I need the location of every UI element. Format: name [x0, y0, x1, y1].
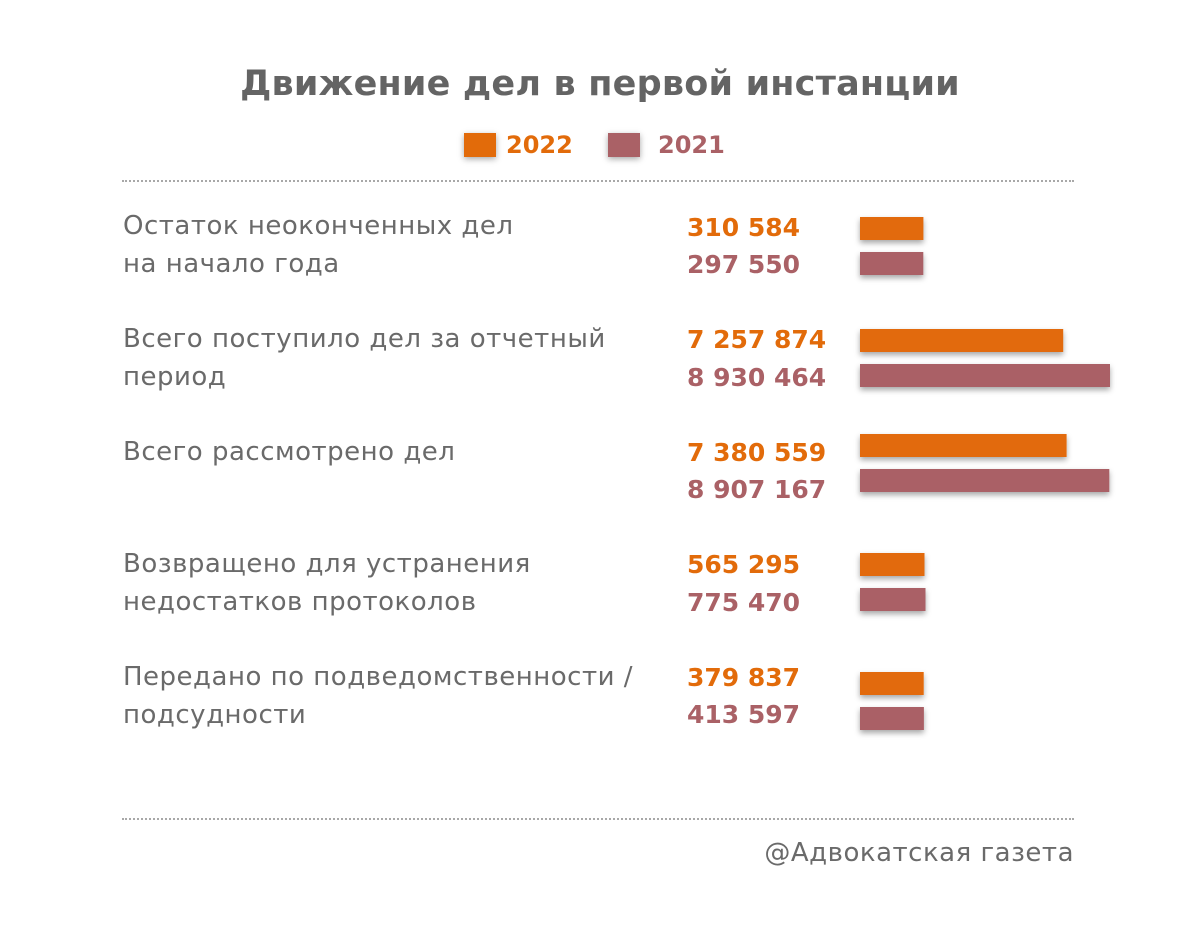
- category-label: Передано по подведомственности / подсудн…: [123, 662, 634, 730]
- category-label: Всего поступило дел за отчетный период: [123, 324, 606, 392]
- value-label-2021: 297 550: [687, 250, 801, 279]
- bar-2022: [860, 553, 925, 576]
- legend-swatch-2021: [608, 133, 640, 157]
- bar-2022: [860, 672, 924, 695]
- bar-2021: [860, 469, 1110, 492]
- top-divider: [122, 180, 1074, 182]
- value-label-2022: 7 257 874: [687, 325, 827, 354]
- value-label-2021: 413 597: [687, 700, 801, 729]
- value-label-2021: 8 930 464: [687, 363, 827, 392]
- value-label-2022: 565 295: [687, 550, 801, 579]
- category-label: Возвращено для устранения недостатков пр…: [123, 549, 531, 617]
- bar-2021: [860, 588, 926, 611]
- chart-title: Движение дел в первой инстанции: [240, 64, 960, 104]
- bar-2022: [860, 329, 1064, 352]
- category-label: Остаток неоконченных дел на начало года: [123, 211, 514, 279]
- value-label-2022: 7 380 559: [687, 438, 827, 467]
- value-label-2022: 310 584: [687, 213, 801, 242]
- value-label-2022: 379 837: [687, 663, 801, 692]
- bar-2021: [860, 364, 1110, 387]
- legend-swatch-2022: [464, 133, 496, 157]
- value-label-2021: 775 470: [687, 588, 801, 617]
- legend-item-2022: 2022: [464, 128, 573, 162]
- legend-label-2022: 2022: [506, 131, 573, 159]
- legend-label-2021: 2021: [658, 131, 725, 159]
- bar-2021: [860, 707, 924, 730]
- category-label: Всего рассмотрено дел: [123, 437, 456, 467]
- value-label-2021: 8 907 167: [687, 475, 827, 504]
- bar-2022: [860, 217, 924, 240]
- bar-2021: [860, 252, 924, 275]
- source-credit: @Адвокатская газета: [764, 838, 1074, 868]
- legend-item-2021: 2021: [608, 128, 725, 162]
- bottom-divider: [122, 818, 1074, 820]
- bar-2022: [860, 434, 1067, 457]
